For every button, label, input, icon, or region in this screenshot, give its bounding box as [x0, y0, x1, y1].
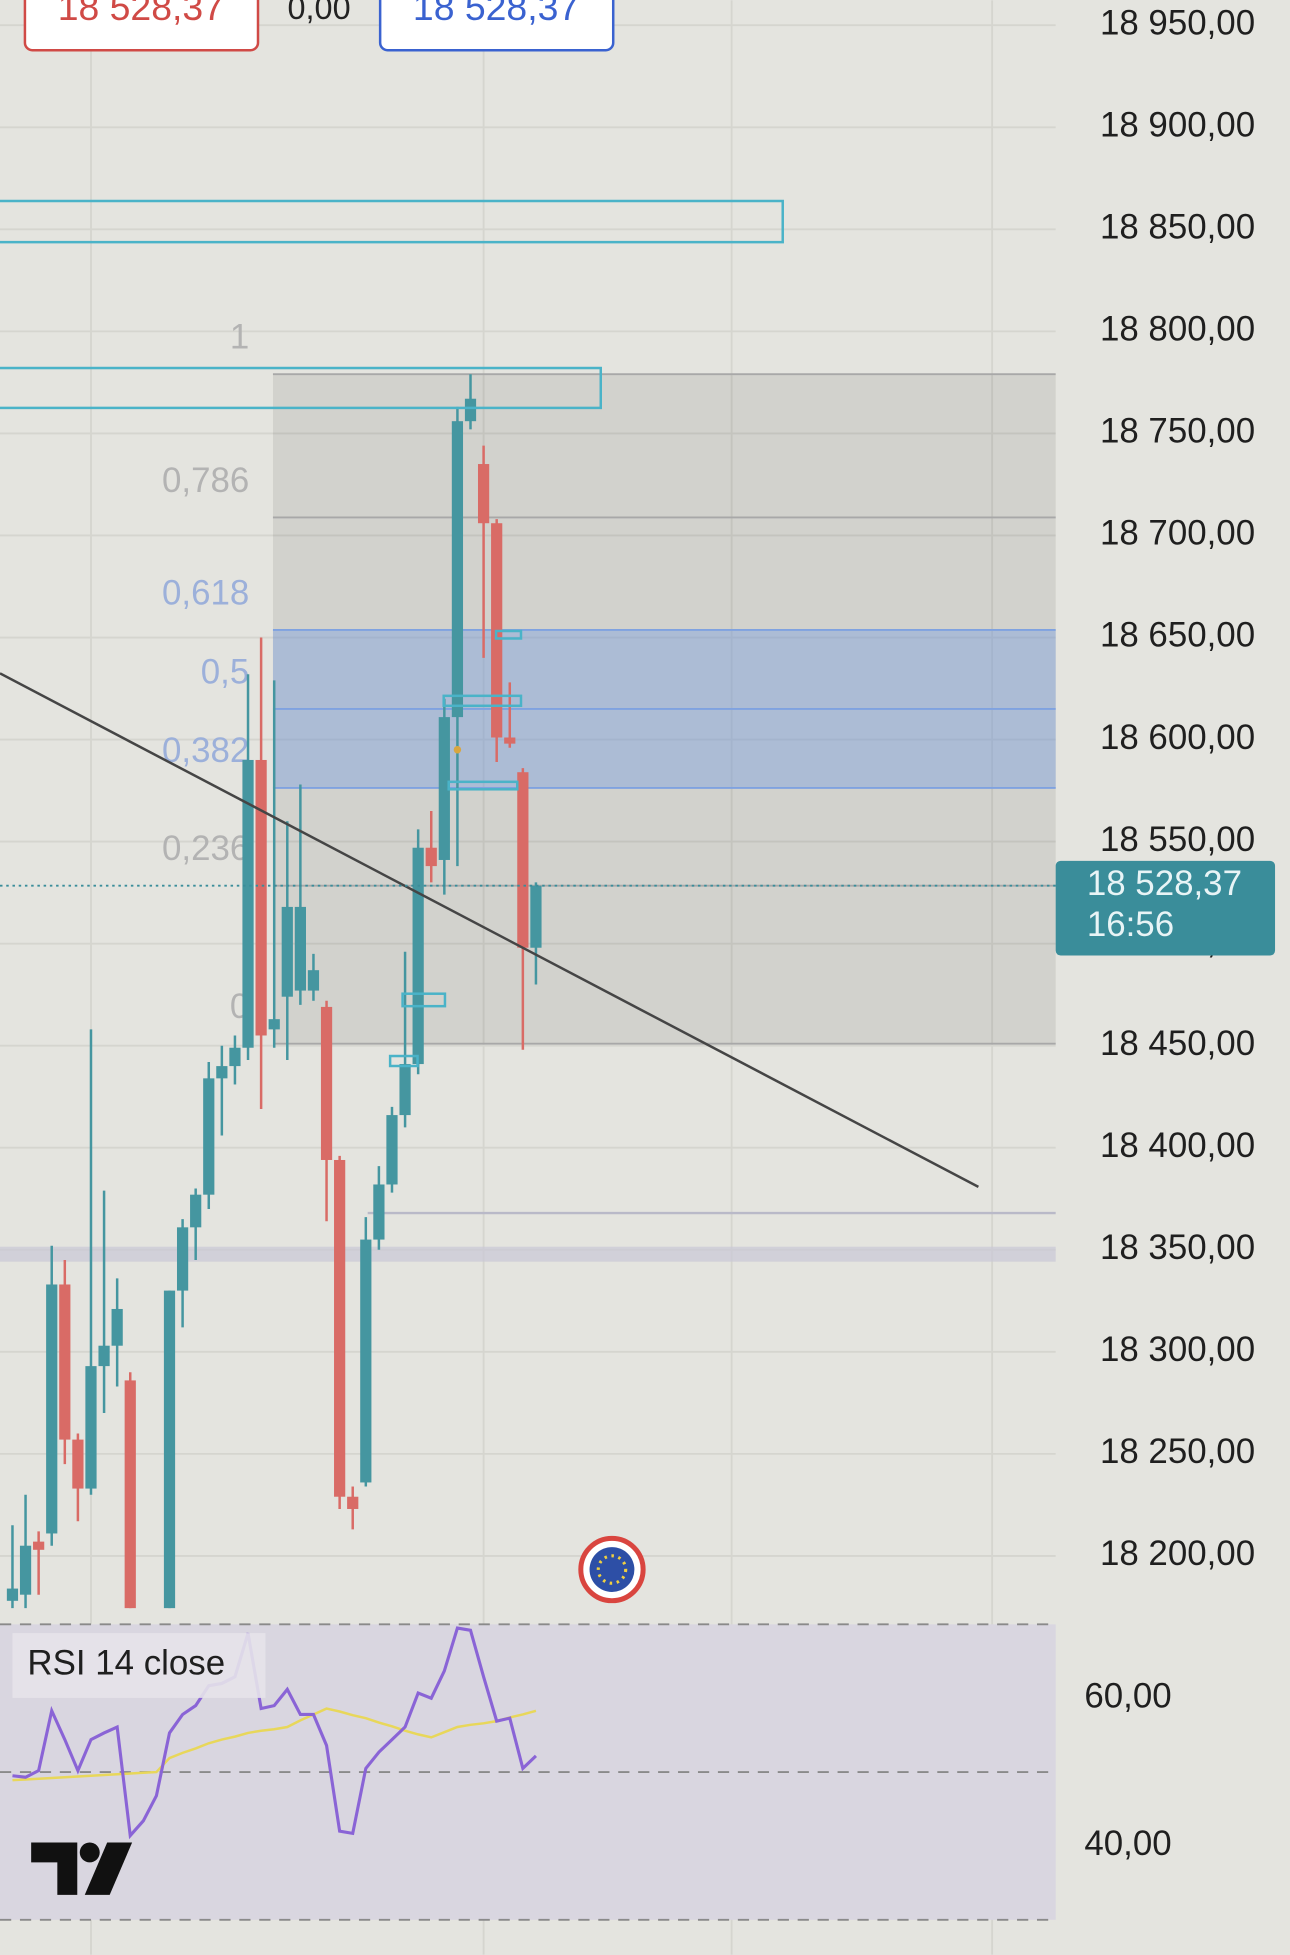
- candle-body: [320, 1006, 333, 1160]
- y-tick-label: 18 200,00: [1100, 1534, 1255, 1573]
- candle-body: [347, 1496, 359, 1509]
- fib-level-label: 0,5: [201, 652, 249, 691]
- candle-body: [281, 906, 293, 997]
- candle-body: [33, 1541, 45, 1550]
- candle-body: [85, 1366, 97, 1489]
- candle-body: [203, 1078, 215, 1195]
- rsi-tick-label: 40,00: [1084, 1824, 1171, 1863]
- candle-body: [464, 398, 477, 422]
- candle-body: [504, 737, 516, 744]
- zone-band: [0, 1246, 1056, 1262]
- y-tick-label: 18 650,00: [1100, 616, 1255, 655]
- sell-box[interactable]: [23, 0, 260, 52]
- candle-body: [438, 717, 450, 860]
- rsi-title: RSI 14 close: [27, 1644, 225, 1683]
- fib-level-label: 0,618: [162, 573, 249, 612]
- rsi-line: [12, 1707, 537, 1782]
- candle-body: [229, 1047, 241, 1067]
- tradingview-logo: [31, 1842, 133, 1895]
- y-tick-label: 18 600,00: [1100, 718, 1255, 757]
- y-tick-label: 18 800,00: [1100, 310, 1255, 349]
- last-price-box: [1055, 860, 1276, 956]
- candle-body: [399, 1064, 411, 1116]
- candle-body: [6, 1588, 19, 1601]
- fib-level-label: 0,382: [162, 731, 249, 770]
- marker-icon: •: [453, 734, 463, 765]
- y-tick-label: 18 450,00: [1100, 1024, 1255, 1063]
- y-tick-label: 18 700,00: [1100, 514, 1255, 553]
- candle-body: [334, 1159, 346, 1497]
- candle-body: [190, 1194, 202, 1228]
- y-tick-label: 18 550,00: [1100, 820, 1255, 859]
- drawn-boxes: [0, 199, 784, 1068]
- rsi-title-box: [12, 1633, 266, 1698]
- eu-flag-icon: [578, 1535, 646, 1604]
- candle-body: [216, 1066, 228, 1079]
- candle-body: [360, 1239, 372, 1483]
- candle-body: [268, 1019, 280, 1030]
- fib-level-label: 0,786: [162, 461, 249, 500]
- candle-body: [19, 1545, 32, 1595]
- fib-level-label: 0,236: [162, 829, 249, 868]
- y-tick-label: 18 850,00: [1100, 208, 1255, 247]
- buy-box[interactable]: [378, 0, 615, 52]
- candle-body: [412, 847, 424, 1065]
- y-tick-label: 18 950,00: [1100, 3, 1255, 42]
- candle-body: [176, 1227, 189, 1291]
- candle-body: [386, 1115, 398, 1185]
- candle-body: [451, 421, 464, 718]
- spread: 0,00: [288, 0, 351, 26]
- candle-body: [373, 1184, 385, 1240]
- header: 18 528,37 0,00 18 528,37: [23, 0, 615, 52]
- y-tick-label: 18 900,00: [1100, 106, 1255, 145]
- rsi-pane: RSI 14 close: [0, 1623, 1056, 1921]
- fib-level-label: 1: [230, 318, 249, 357]
- y-tick-label: 18 250,00: [1100, 1432, 1255, 1471]
- sell-price: 18 528,37: [58, 0, 224, 28]
- candle-body: [98, 1345, 110, 1367]
- candle-body: [294, 906, 306, 991]
- y-tick-label: 18 400,00: [1100, 1126, 1255, 1165]
- y-tick-label: 18 750,00: [1100, 412, 1255, 451]
- buy-price: 18 528,37: [413, 0, 579, 28]
- candle-body: [59, 1284, 71, 1440]
- candle-body: [307, 970, 320, 991]
- candle-body: [425, 847, 437, 867]
- rsi-tick-label: 60,00: [1084, 1676, 1171, 1715]
- last-price-label: 18 528,37: [1087, 864, 1242, 903]
- rsi-line: [12, 1626, 538, 1840]
- y-tick-label: 18 350,00: [1100, 1228, 1255, 1267]
- last-price-time: 16:56: [1087, 905, 1174, 944]
- candle-body: [72, 1439, 84, 1489]
- candle-body: [163, 1290, 176, 1609]
- candle-body: [242, 759, 254, 1048]
- candle-body: [111, 1308, 123, 1346]
- candle-body: [255, 759, 267, 1036]
- candle-body: [530, 885, 542, 948]
- candle-body: [517, 772, 529, 948]
- y-tick-label: 18 300,00: [1100, 1330, 1255, 1369]
- candle-body: [477, 464, 490, 524]
- candles: [6, 374, 542, 1609]
- trend-line: [0, 672, 979, 1188]
- candle-body: [46, 1284, 58, 1534]
- candle-body: [124, 1380, 136, 1609]
